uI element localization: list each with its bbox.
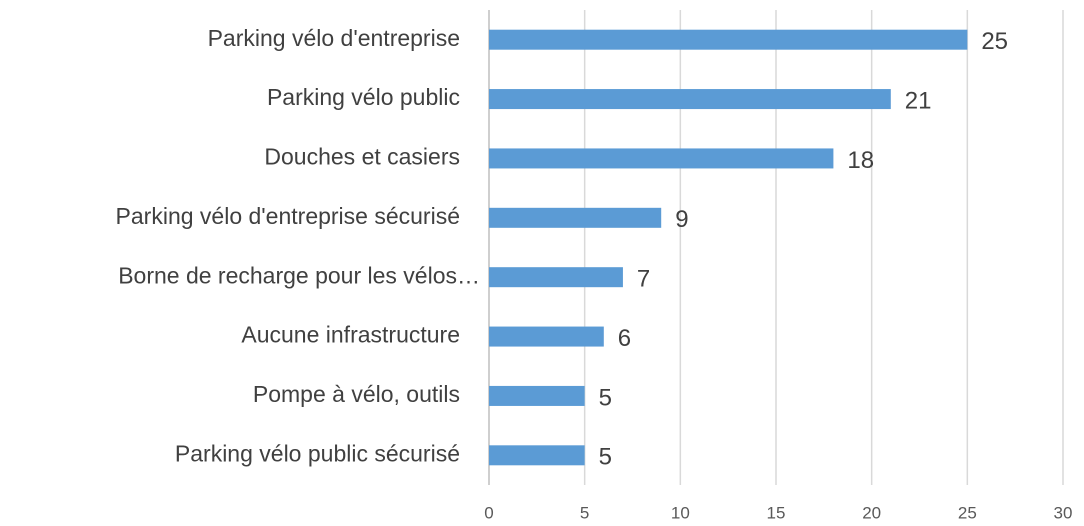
- x-tick-label: 25: [958, 503, 977, 522]
- data-label: 7: [637, 266, 650, 293]
- x-tick-label: 20: [862, 503, 881, 522]
- y-tick-label: Parking vélo d'entreprise sécurisé: [116, 203, 460, 229]
- x-tick-label: 5: [580, 503, 589, 522]
- bar: [489, 148, 834, 169]
- data-label: 25: [981, 28, 1008, 55]
- data-label: 5: [599, 444, 612, 471]
- bar: [489, 445, 585, 466]
- x-tick-label: 15: [767, 503, 786, 522]
- bar: [489, 326, 604, 347]
- data-label: 21: [905, 87, 932, 114]
- bar: [489, 89, 891, 110]
- y-tick-label: Douches et casiers: [264, 144, 460, 170]
- y-tick-label: Parking vélo d'entreprise: [208, 25, 460, 51]
- y-tick-label: Borne de recharge pour les vélos…: [118, 262, 480, 288]
- x-tick-label: 30: [1054, 503, 1073, 522]
- y-tick-label: Pompe à vélo, outils: [253, 381, 460, 407]
- bar: [489, 29, 968, 50]
- bar: [489, 207, 662, 228]
- y-tick-label: Parking vélo public: [267, 84, 460, 110]
- data-label: 18: [847, 147, 874, 174]
- x-tick-label: 10: [671, 503, 690, 522]
- data-label: 5: [599, 384, 612, 411]
- y-tick-label: Aucune infrastructure: [241, 322, 460, 348]
- bar: [489, 385, 585, 406]
- bar: [489, 267, 623, 288]
- data-label: 6: [618, 325, 631, 352]
- y-tick-label: Parking vélo public sécurisé: [175, 440, 460, 466]
- data-label: 9: [675, 206, 688, 233]
- x-tick-label: 0: [484, 503, 493, 522]
